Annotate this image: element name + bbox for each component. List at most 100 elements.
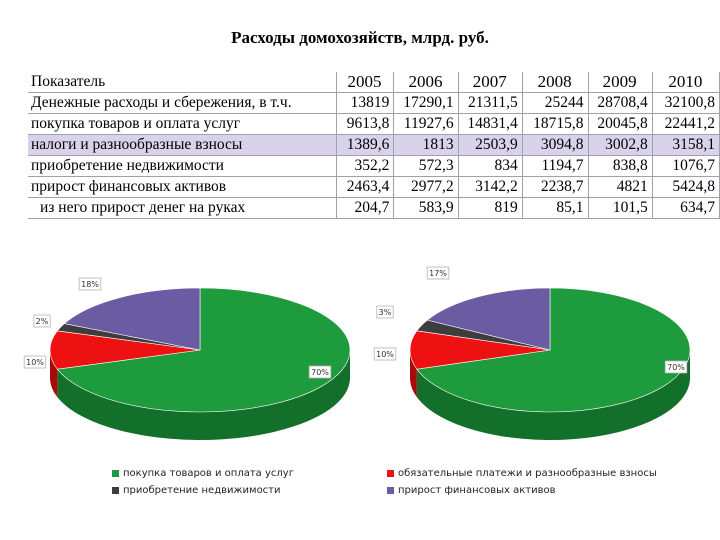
table-row: прирост финансовых активов 2463,4 2977,2… — [28, 176, 720, 198]
legend-swatch — [112, 487, 119, 494]
pie-label-box — [426, 266, 450, 280]
pie-label-box — [78, 277, 102, 291]
pie-slice-side — [57, 350, 350, 441]
table-cell: прирост финансовых активов — [28, 176, 337, 198]
table-cell: 583,9 — [393, 197, 459, 219]
pie-data-label: 70% — [311, 368, 329, 377]
table-cell: 20045,8 — [588, 113, 653, 135]
table-row: покупка товаров и оплата услуг 9613,8 11… — [28, 113, 720, 135]
table-cell: приобретение недвижимости — [28, 155, 337, 177]
table-header-cell: Показатель — [28, 72, 337, 93]
pie-slice — [416, 287, 691, 413]
legend-label: прирост финансовых активов — [398, 485, 556, 496]
table-header-cell: 2009 — [588, 72, 653, 93]
pie-slice — [426, 287, 551, 351]
table-cell: 4821 — [588, 176, 653, 198]
table-cell: покупка товаров и оплата услуг — [28, 113, 337, 135]
legend-label: приобретение недвижимости — [123, 485, 281, 496]
chart-title: Расходы домохозяйств, млрд. руб. — [231, 28, 489, 47]
table-cell: налоги и разнообразные взносы — [28, 134, 337, 156]
table-cell: 3094,8 — [522, 134, 589, 156]
table-cell: 25244 — [522, 92, 589, 114]
table-cell: 2238,7 — [522, 176, 589, 198]
table-cell: 5424,8 — [652, 176, 720, 198]
table-cell: 1813 — [393, 134, 459, 156]
table-cell: 32100,8 — [652, 92, 720, 114]
table-cell: 572,3 — [393, 155, 459, 177]
table-cell: 2977,2 — [393, 176, 459, 198]
pie-slice — [409, 330, 551, 370]
pie-data-label: 70% — [667, 363, 685, 372]
table-cell: 11927,6 — [393, 113, 459, 135]
expenses-table: Показатель 2005 2006 2007 2008 2009 2010… — [28, 72, 720, 219]
table-cell: 18715,8 — [522, 113, 589, 135]
table-row: налоги и разнообразные взносы 1389,6 181… — [28, 134, 720, 156]
legend-label: обязательные платежи и разнообразные взн… — [398, 468, 657, 479]
pie-chart: 70% 10% 2% 18% — [23, 277, 351, 441]
table-cell: 1389,6 — [336, 134, 395, 156]
table-cell: 352,2 — [336, 155, 395, 177]
table-row: Денежные расходы и сбережения, в т.ч. 13… — [28, 92, 720, 114]
table-cell: 3002,8 — [588, 134, 653, 156]
table-header-cell: 2005 — [336, 72, 395, 93]
pie-label-box — [373, 347, 397, 361]
table-cell: 28708,4 — [588, 92, 653, 114]
pie-slice-side — [50, 350, 58, 398]
pie-slice — [63, 287, 201, 351]
legend-label: покупка товаров и оплата услуг — [123, 468, 294, 479]
table-cell: 9613,8 — [336, 113, 395, 135]
table-header-cell: 2010 — [652, 72, 720, 93]
pie-charts: 70% 10% 2% 18% 70% 10% 3% 17% — [23, 266, 691, 441]
table-cell: 634,7 — [652, 197, 720, 219]
table-cell: 14831,4 — [458, 113, 523, 135]
table-cell: 834 — [458, 155, 523, 177]
pie-data-label: 2% — [36, 317, 49, 326]
table-cell: 85,1 — [522, 197, 589, 219]
table-cell: 2463,4 — [336, 176, 395, 198]
pie-slice — [49, 330, 201, 370]
pie-data-label: 18% — [81, 280, 99, 289]
table-header-cell: 2006 — [393, 72, 459, 93]
table-header-cell: 2008 — [522, 72, 589, 93]
pie-data-label: 3% — [379, 308, 392, 317]
table-header-row: Показатель 2005 2006 2007 2008 2009 2010 — [28, 72, 720, 93]
pie-chart: 70% 10% 3% 17% — [373, 266, 691, 440]
pie-data-label: 10% — [376, 350, 394, 359]
pie-label-box — [664, 360, 688, 374]
table-cell: 1194,7 — [522, 155, 589, 177]
table-cell: из него прирост денег на руках — [28, 197, 337, 219]
table-cell: 101,5 — [588, 197, 653, 219]
table-cell: 17290,1 — [393, 92, 459, 114]
table-cell: 13819 — [336, 92, 395, 114]
pie-data-label: 17% — [429, 269, 447, 278]
table-row: из него прирост денег на руках 204,7 583… — [28, 197, 720, 219]
table-cell: 819 — [458, 197, 523, 219]
legend-item: покупка товаров и оплата услуг — [112, 468, 294, 479]
table-cell: 22441,2 — [652, 113, 720, 135]
table-row: приобретение недвижимости 352,2 572,3 83… — [28, 155, 720, 177]
pie-label-box — [308, 365, 332, 379]
pie-label-box — [376, 305, 394, 319]
table-cell: 1076,7 — [652, 155, 720, 177]
pie-label-box — [23, 355, 47, 369]
legend-item: прирост финансовых активов — [387, 485, 556, 496]
pie-slice-side — [416, 350, 690, 440]
legend-swatch — [112, 470, 119, 477]
pie-slice-side — [410, 350, 417, 398]
table-header-cell: 2007 — [458, 72, 523, 93]
table-cell: 2503,9 — [458, 134, 523, 156]
legend-item: приобретение недвижимости — [112, 485, 281, 496]
legend-swatch — [387, 487, 394, 494]
table-cell: 21311,5 — [458, 92, 523, 114]
pie-data-label: 10% — [26, 358, 44, 367]
chart-legend: покупка товаров и оплата услуг обязательн… — [112, 468, 702, 502]
pie-label-box — [33, 314, 51, 328]
table-cell: 3158,1 — [652, 134, 720, 156]
legend-item: обязательные платежи и разнообразные взн… — [387, 468, 657, 479]
table-cell: 3142,2 — [458, 176, 523, 198]
table-cell: 838,8 — [588, 155, 653, 177]
pie-slice — [56, 287, 351, 413]
table-cell: 204,7 — [336, 197, 395, 219]
table-cell: Денежные расходы и сбережения, в т.ч. — [28, 92, 337, 114]
legend-swatch — [387, 470, 394, 477]
